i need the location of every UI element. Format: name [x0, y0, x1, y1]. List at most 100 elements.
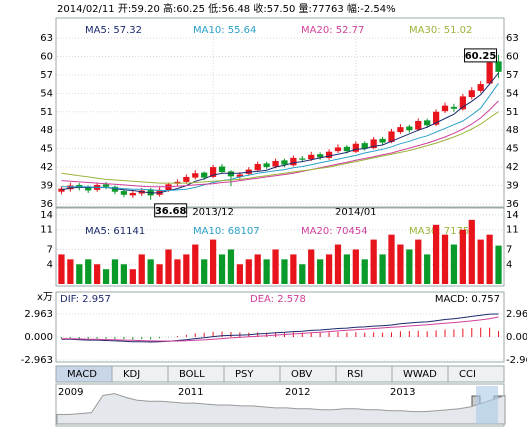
x-tick-label: 2014/01 — [335, 207, 377, 218]
legend-entry: MA5: 57.32 — [85, 25, 142, 36]
volume-bar — [352, 249, 359, 284]
y-tick-label: 42 — [40, 162, 53, 173]
volume-bar — [370, 239, 377, 284]
macd-line — [61, 313, 499, 343]
y-tick-label: 14 — [40, 210, 53, 221]
overview-area — [56, 393, 506, 425]
volume-legend: MA5: 61141 — [85, 226, 145, 237]
volume-bar — [441, 234, 449, 284]
candle-body — [468, 90, 475, 98]
overview-year: 2013 — [390, 387, 415, 398]
volume-legend: MA10: 68107 — [193, 226, 260, 237]
volume-bar — [129, 269, 136, 284]
volume-bar — [174, 259, 181, 284]
volume-bar — [397, 244, 404, 284]
volume-bar — [120, 264, 128, 284]
volume-bar — [94, 264, 101, 284]
macd-line — [61, 316, 499, 342]
volume-bar — [138, 254, 145, 284]
overview-year: 2011 — [178, 387, 203, 398]
candle-body — [334, 147, 342, 152]
volume-bar — [85, 259, 92, 284]
volume-bar — [290, 254, 297, 284]
volume-bar — [468, 219, 475, 284]
volume-bar — [432, 224, 440, 284]
tab[interactable] — [447, 365, 505, 383]
volume-bar — [111, 259, 119, 284]
candle-body — [111, 186, 119, 192]
candle-body — [352, 143, 359, 152]
volume-bar — [58, 254, 65, 284]
macd-legend: DIF: 2.957 — [60, 294, 111, 305]
candle-body — [156, 189, 163, 195]
volume-bar — [209, 239, 217, 284]
candle-body — [272, 160, 279, 167]
tab-label: OBV — [291, 369, 312, 380]
y-tick-label: 63 — [40, 33, 53, 44]
tab[interactable] — [335, 365, 393, 383]
volume-legend: MA20: 70454 — [301, 226, 368, 237]
volume-unit: x万 — [37, 292, 53, 303]
tab-label: KDJ — [123, 369, 140, 380]
volume-bar — [343, 254, 351, 284]
candle-body — [263, 163, 270, 168]
candle-body — [388, 131, 395, 142]
volume-bar — [334, 244, 342, 284]
y-tick-label-right: 39 — [506, 181, 519, 192]
y-tick-label: 60 — [40, 51, 53, 62]
candle-body — [299, 158, 306, 160]
legend-entry: MA30: 51.02 — [409, 25, 472, 36]
volume-bar — [192, 244, 199, 284]
macd-legend: DEA: 2.578 — [250, 294, 306, 305]
volume-bar — [236, 264, 243, 284]
volume-bar — [325, 254, 333, 284]
volume-bar — [308, 249, 315, 284]
volume-bar — [450, 244, 458, 284]
tab-label: BOLL — [179, 369, 205, 380]
y-tick-label: 57 — [40, 70, 53, 81]
candle-body — [317, 154, 324, 158]
y-tick-label-right: 42 — [506, 162, 519, 173]
candle-body — [424, 120, 431, 126]
y-tick-label: 54 — [40, 88, 53, 99]
y-tick-label-right: 45 — [506, 144, 519, 155]
y-tick-label: -2.963 — [21, 355, 53, 366]
candle-body — [325, 151, 333, 158]
legend-entry: MA10: 55.64 — [193, 25, 256, 36]
tab-label: WWAD — [403, 369, 437, 380]
candle-body — [218, 166, 226, 173]
tab-label: CCI — [459, 369, 476, 380]
candle-body — [379, 138, 386, 143]
overview-window — [476, 386, 498, 424]
candle-body — [281, 160, 288, 165]
candle-body — [397, 127, 404, 133]
volume-bar — [486, 234, 493, 284]
volume-bar — [406, 249, 413, 284]
volume-bar — [415, 239, 422, 284]
header-quote: 2014/02/11 开:59.20 高:60.25 低:56.48 收:57.… — [57, 2, 396, 15]
candle-body — [495, 61, 502, 72]
ma-line — [61, 111, 499, 184]
y-tick-label: 45 — [40, 144, 53, 155]
y-tick-label: 4 — [47, 259, 53, 270]
macd-legend: MACD: 0.757 — [435, 294, 500, 305]
volume-legend: MA30: 71756 — [409, 226, 476, 237]
volume-bar — [495, 245, 502, 284]
candle-body — [254, 164, 261, 171]
volume-bar — [254, 254, 261, 284]
tab-label: RSI — [347, 369, 363, 380]
y-tick-label: 0.000 — [24, 332, 53, 343]
candle-body — [227, 171, 235, 177]
candle-body — [165, 184, 172, 191]
ma-line — [61, 100, 499, 188]
volume-bar — [183, 254, 190, 284]
volume-bar — [459, 229, 466, 284]
volume-bar — [201, 259, 208, 284]
candle-body — [406, 126, 413, 131]
candle-body — [147, 189, 154, 196]
volume-bar — [263, 259, 270, 284]
y-tick-label-right: 11 — [506, 225, 519, 236]
x-tick-label: 2013/12 — [192, 207, 234, 218]
candle-body — [290, 157, 297, 166]
